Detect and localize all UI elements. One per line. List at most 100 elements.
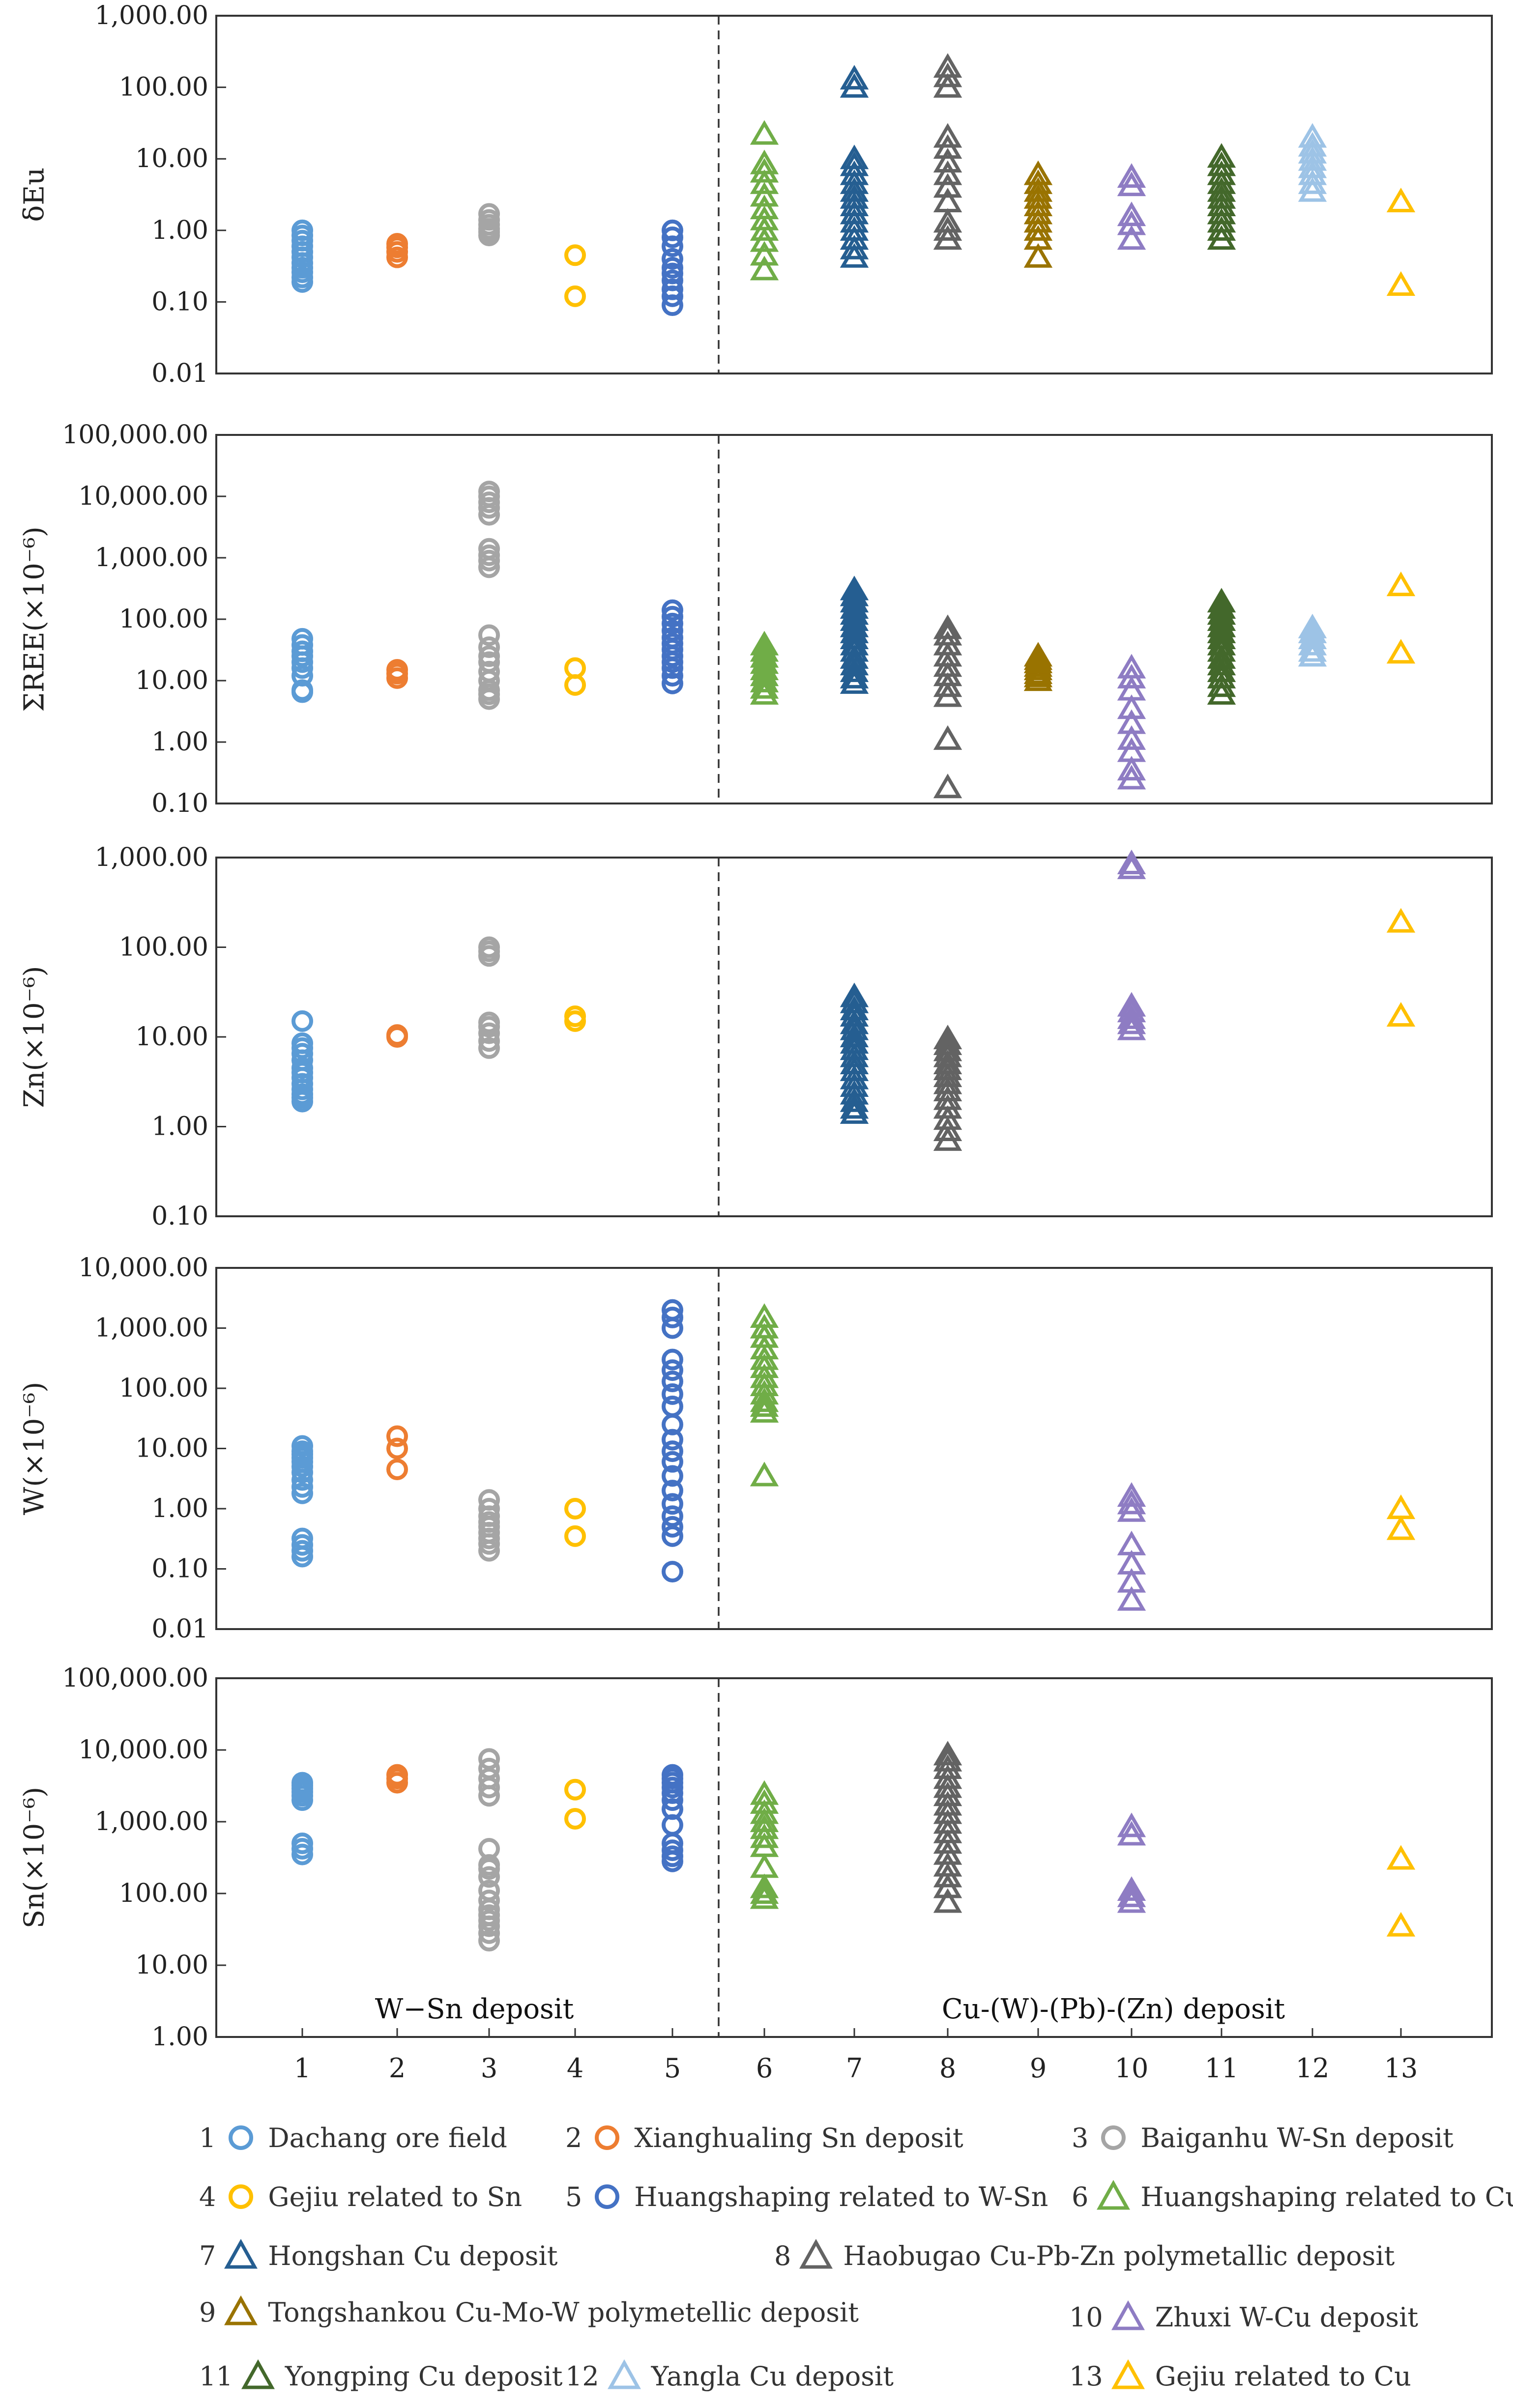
series-10 <box>1117 1812 1146 1913</box>
data-point <box>662 1561 683 1583</box>
data-point <box>564 1498 586 1519</box>
data-point <box>1117 992 1146 1017</box>
data-point <box>478 481 500 503</box>
data-point <box>662 627 683 649</box>
data-point <box>840 644 869 669</box>
data-point <box>291 1476 313 1498</box>
data-point <box>1207 624 1236 649</box>
series-2 <box>386 1425 408 1480</box>
data-point <box>1207 663 1236 688</box>
series-1 <box>291 1772 313 1865</box>
data-point <box>478 1879 500 1901</box>
y-axis-label: ΣREE(×10⁻⁶) <box>19 526 51 712</box>
series-8 <box>933 1025 962 1151</box>
data-point <box>1023 177 1053 202</box>
series-13 <box>1386 1845 1416 1937</box>
data-point <box>564 285 586 307</box>
y-tick-label: 0.10 <box>151 287 208 316</box>
series-5 <box>662 1299 683 1583</box>
data-point <box>840 600 869 625</box>
data-point <box>750 1303 779 1328</box>
series-5 <box>662 599 683 694</box>
data-point <box>840 1009 869 1034</box>
data-point <box>933 1036 962 1061</box>
data-point <box>933 208 962 233</box>
data-point <box>662 1306 683 1328</box>
series-2 <box>386 233 408 268</box>
data-point <box>662 257 683 279</box>
x-tick-label: 7 <box>846 2053 863 2084</box>
data-point <box>1023 642 1053 667</box>
data-point <box>1207 177 1236 202</box>
data-point <box>478 1011 500 1033</box>
data-point <box>386 233 408 255</box>
data-point <box>1207 612 1236 637</box>
data-point <box>840 1099 869 1124</box>
data-point <box>840 1035 869 1061</box>
data-point <box>1117 1009 1146 1034</box>
data-point <box>478 1757 500 1779</box>
x-tick-label: 12 <box>1296 2053 1330 2084</box>
data-point <box>840 982 869 1007</box>
data-point <box>478 636 500 658</box>
y-axis-label: W(×10⁻⁶) <box>19 1382 51 1515</box>
data-point <box>386 1764 408 1786</box>
data-point <box>933 1069 962 1094</box>
data-point <box>662 1839 683 1862</box>
panel-sn: 100,000.00 10,000.00 1,000.00 100.00 10.00 1.… <box>19 1663 1493 2084</box>
series-11 <box>1207 588 1236 705</box>
y-axis-label: δEu <box>19 168 51 222</box>
data-point <box>1298 139 1327 164</box>
data-point <box>1023 243 1053 268</box>
data-point <box>840 575 869 601</box>
data-point <box>750 667 779 692</box>
data-point <box>662 612 683 634</box>
data-point <box>1117 201 1146 227</box>
data-point <box>1207 651 1236 676</box>
data-point <box>291 1534 313 1556</box>
data-point <box>1386 187 1416 212</box>
series-9 <box>1023 160 1053 268</box>
data-point <box>933 1076 962 1101</box>
data-point <box>933 1747 962 1772</box>
data-point <box>478 203 500 225</box>
data-point <box>662 1359 683 1381</box>
data-point <box>1386 271 1416 296</box>
data-point <box>1207 143 1236 168</box>
data-point <box>478 1022 500 1044</box>
series-8 <box>933 614 962 799</box>
data-point <box>750 120 779 145</box>
data-point <box>478 1037 500 1059</box>
data-point <box>840 657 869 682</box>
x-tick-label: 9 <box>1030 2053 1047 2084</box>
panel-zn: 1,000.00 100.00 10.00 1.00 0.10 Zn(×10⁻⁶) <box>19 843 1493 1231</box>
data-point <box>1207 191 1236 217</box>
series-10 <box>1117 163 1146 250</box>
data-point <box>750 643 779 668</box>
data-point <box>1117 1876 1146 1901</box>
data-point <box>386 1024 408 1046</box>
data-point <box>1207 657 1236 682</box>
y-axis-label: Zn(×10⁻⁶) <box>19 966 51 1108</box>
data-point <box>478 1489 500 1511</box>
data-point <box>750 649 779 674</box>
data-point <box>478 1890 500 1912</box>
series-7 <box>840 65 869 268</box>
data-point <box>933 123 962 148</box>
series-6 <box>750 1780 779 1909</box>
series-13 <box>1386 908 1416 1027</box>
series-13 <box>1386 1494 1416 1540</box>
data-point <box>662 1440 683 1462</box>
data-point <box>1117 1568 1146 1593</box>
data-point <box>750 1392 779 1417</box>
data-point <box>478 544 500 566</box>
data-point <box>662 1465 683 1487</box>
group-label-cu: Cu-(W)-(Pb)-(Zn) deposit <box>942 1993 1285 2025</box>
data-point <box>750 256 779 281</box>
data-point <box>750 1335 779 1360</box>
data-point <box>840 663 869 688</box>
data-point <box>1298 613 1327 638</box>
data-point <box>840 191 869 217</box>
series-4 <box>564 1498 586 1547</box>
data-point <box>840 1023 869 1048</box>
